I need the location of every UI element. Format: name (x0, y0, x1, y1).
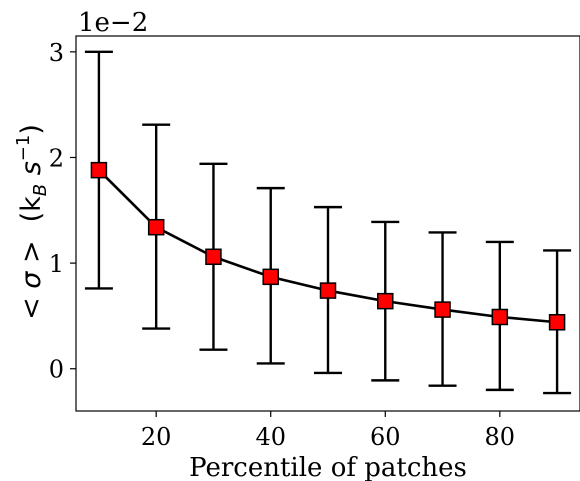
data-point (491, 308, 509, 326)
x-tick-label: 20 (141, 423, 172, 451)
svg-text:< σ >(kB s−1): < σ > (kB s−1) (13, 124, 51, 320)
data-point (262, 268, 279, 286)
y-axis-label-s: s (16, 161, 47, 184)
x-axis: 20 40 60 80 (141, 411, 515, 451)
y-axis-label-sub: B (30, 184, 51, 196)
x-tick-label: 60 (370, 423, 401, 451)
y-axis-label-sup: −1 (13, 135, 34, 162)
y-tick-label: 2 (49, 144, 64, 172)
y-axis: 0 1 2 3 (49, 39, 76, 384)
y-tick-label: 1 (49, 250, 64, 278)
data-point (377, 292, 394, 310)
y-tick-label: 0 (49, 356, 64, 384)
plot-frame (75, 35, 580, 412)
data-point (90, 161, 108, 179)
y-offset-label: 1e−2 (78, 8, 148, 38)
data-point (147, 218, 165, 236)
y-tick-label: 3 (49, 39, 64, 67)
data-point (205, 248, 222, 266)
data-point (434, 301, 451, 318)
x-axis-label: Percentile of patches (189, 453, 467, 481)
chart-marks (84, 50, 572, 395)
y-axis-label-symbol: < σ > (16, 240, 47, 320)
y-axis-label: < σ > (kB s−1) (13, 124, 51, 320)
x-tick-label: 40 (255, 423, 286, 451)
data-point (319, 282, 337, 299)
y-axis-label-close: ) (16, 124, 47, 135)
data-point (548, 314, 566, 331)
y-axis-label-open: (k (16, 196, 47, 223)
x-tick-label: 80 (485, 423, 516, 451)
